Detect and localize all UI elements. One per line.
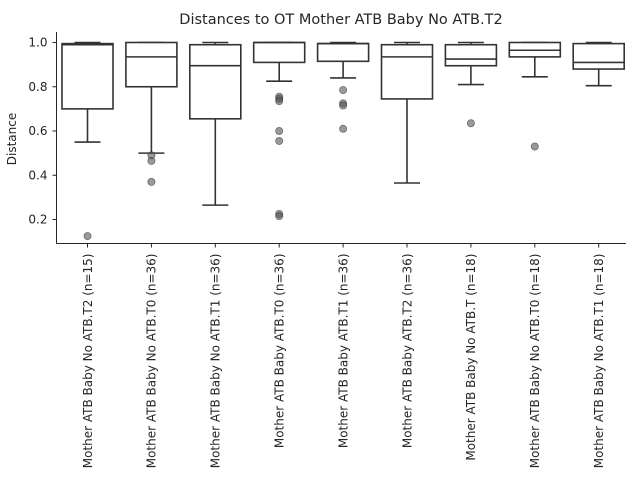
outlier-point <box>275 97 284 106</box>
iqr-box <box>444 43 498 67</box>
y-tick-label: 0.2 <box>28 213 47 227</box>
y-tick-label: 1.0 <box>28 36 47 50</box>
outlier-point <box>83 232 92 241</box>
box-series-4 <box>252 41 306 221</box>
outlier-point <box>339 86 348 95</box>
outlier-point <box>339 101 348 110</box>
box-series-1 <box>61 41 114 241</box>
x-tick-label: Mother ATB Baby No ATB.T1 (n=18) <box>592 254 606 469</box>
box-series-7 <box>444 41 498 128</box>
outlier-point <box>147 177 156 186</box>
outlier-point <box>275 212 284 221</box>
iqr-box <box>61 42 114 110</box>
outlier-point <box>530 142 539 151</box>
x-tick-label: Mother ATB Baby No ATB.T0 (n=18) <box>528 254 542 469</box>
y-tick-label: 0.8 <box>28 80 47 94</box>
iqr-box <box>572 42 626 70</box>
iqr-box <box>316 42 370 63</box>
x-tick-label: Mother ATB Baby No ATB.T2 (n=15) <box>81 254 95 469</box>
iqr-box <box>125 41 178 88</box>
x-tick-label: Mother ATB Baby No ATB.T1 (n=36) <box>209 254 223 469</box>
x-tick-labels: Mother ATB Baby No ATB.T2 (n=15) Mother A… <box>81 243 606 469</box>
x-tick-label: Mother ATB Baby ATB.T2 (n=36) <box>400 254 414 449</box>
y-axis-label: Distance <box>5 113 19 165</box>
outlier-point <box>275 127 284 136</box>
y-ticks: 0.2 0.4 0.6 0.8 1.0 <box>28 36 57 227</box>
outlier-point <box>275 136 284 145</box>
outlier-point <box>147 156 156 165</box>
boxes-group <box>61 41 626 241</box>
box-series-8 <box>508 41 562 151</box>
iqr-box <box>252 41 306 64</box>
iqr-box <box>380 43 434 100</box>
box-series-6 <box>380 41 434 184</box>
iqr-box <box>189 43 242 120</box>
x-tick-label: Mother ATB Baby ATB.T0 (n=36) <box>273 254 287 449</box>
outlier-point <box>339 124 348 133</box>
x-tick-label: Mother ATB Baby ATB.T1 (n=36) <box>336 254 350 449</box>
box-series-5 <box>316 41 370 133</box>
box-series-3 <box>189 41 242 206</box>
box-series-9 <box>572 41 626 87</box>
outlier-point <box>466 119 475 128</box>
x-tick-label: Mother ATB Baby No ATB.T0 (n=36) <box>145 254 159 469</box>
y-tick-label: 0.6 <box>28 124 47 138</box>
x-tick-label: Mother ATB Baby No ATB.T (n=18) <box>464 254 478 461</box>
box-series-2 <box>125 41 178 186</box>
y-tick-label: 0.4 <box>28 168 47 182</box>
chart-title: Distances to OT Mother ATB Baby No ATB.T… <box>179 12 502 28</box>
